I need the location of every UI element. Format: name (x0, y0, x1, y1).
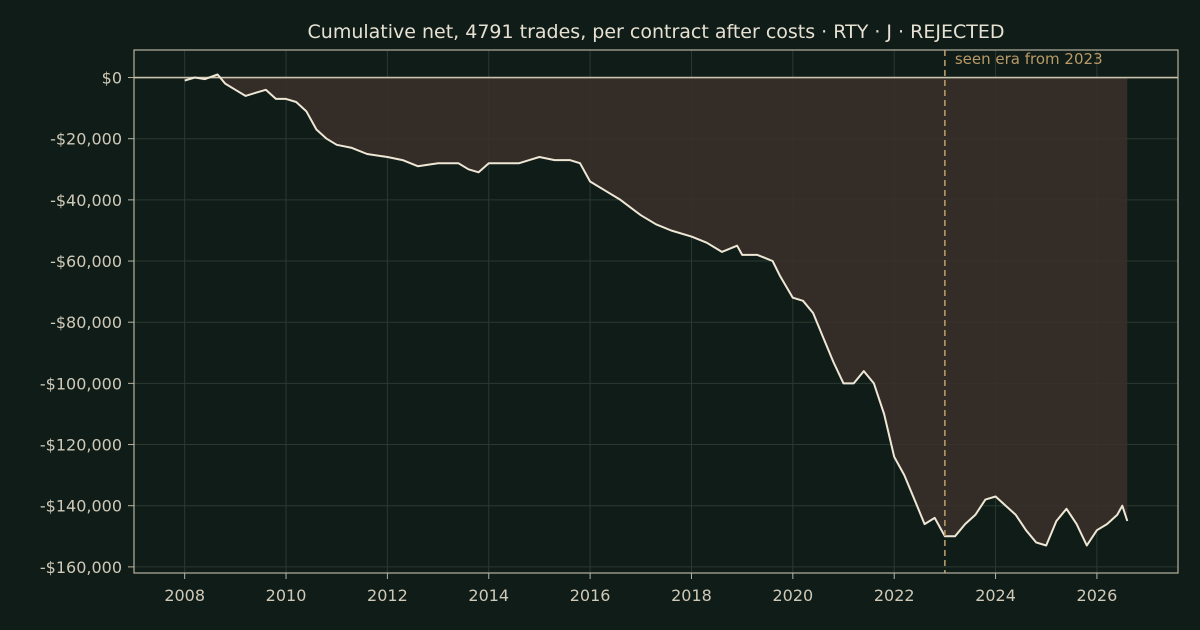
y-tick-label: -$40,000 (50, 191, 122, 210)
plot-frame (133, 49, 1179, 574)
x-tick-label: 2018 (671, 586, 712, 605)
x-tick-label: 2020 (772, 586, 813, 605)
area-layer (184, 74, 1128, 546)
y-tick-label: -$160,000 (40, 558, 122, 577)
chart-title: Cumulative net, 4791 trades, per contrac… (308, 21, 1005, 43)
drawdown-area (184, 74, 1128, 546)
x-tick-label: 2014 (468, 586, 509, 605)
x-tick-label: 2022 (874, 586, 915, 605)
y-tick-label: -$140,000 (40, 497, 122, 516)
y-tick-label: -$20,000 (50, 130, 122, 149)
y-tick-label: -$100,000 (40, 374, 122, 393)
era-marker-label: seen era from 2023 (955, 50, 1103, 68)
y-axis: $0 -$20,000 -$40,000 -$60,000 -$80,000 -$100,… (40, 69, 134, 577)
y-tick-label: -$80,000 (50, 313, 122, 332)
x-tick-label: 2016 (570, 586, 611, 605)
x-tick-label: 2012 (367, 586, 408, 605)
y-tick-label: $0 (102, 69, 122, 88)
x-tick-label: 2008 (164, 586, 205, 605)
x-axis: 2008 2010 2012 2014 2016 2018 2020 2022 2024 2026 (164, 573, 1117, 605)
x-tick-label: 2026 (1077, 586, 1118, 605)
cumulative-net-line (184, 73, 1129, 547)
x-tick-label: 2010 (266, 586, 307, 605)
x-tick-label: 2024 (975, 586, 1016, 605)
y-tick-label: -$60,000 (50, 252, 122, 271)
series-line-layer (184, 73, 1129, 547)
annotation-layer: seen era from 2023 (944, 50, 1103, 573)
y-tick-label: -$120,000 (40, 436, 122, 455)
